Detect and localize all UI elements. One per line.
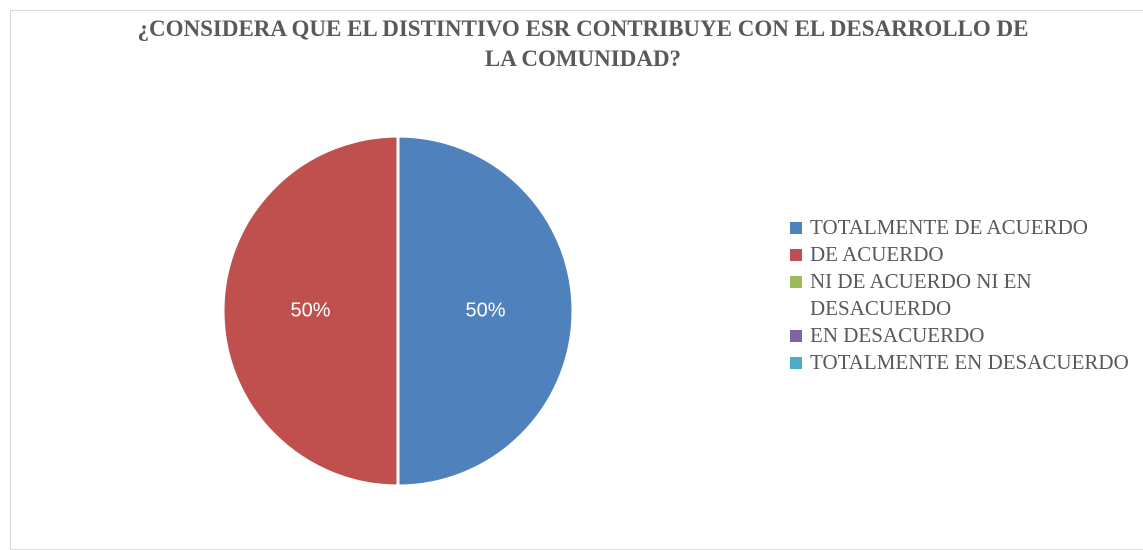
legend-swatch — [790, 222, 802, 234]
pie-slice — [221, 134, 400, 488]
legend-swatch — [790, 276, 802, 288]
legend-swatch — [790, 357, 802, 369]
legend-item: DE ACUERDO — [790, 241, 1132, 268]
data-label: 50% — [465, 299, 505, 321]
legend-label: DE ACUERDO — [810, 242, 944, 266]
legend-label: EN DESACUERDO — [810, 323, 985, 347]
chart: ¿CONSIDERA QUE EL DISTINTIVO ESR CONTRIB… — [10, 10, 1143, 550]
data-label: 50% — [290, 299, 330, 321]
legend-item: TOTALMENTE EN DESACUERDO — [790, 349, 1132, 376]
pie-area: 50% 50% — [221, 134, 575, 488]
legend-item: NI DE ACUERDO NI EN DESACUERDO — [790, 268, 1132, 322]
legend-item: TOTALMENTE DE ACUERDO — [790, 214, 1132, 241]
legend-label: TOTALMENTE EN DESACUERDO — [810, 350, 1129, 374]
legend-item: EN DESACUERDO — [790, 322, 1132, 349]
pie-slice — [396, 134, 575, 488]
legend-label: NI DE ACUERDO NI EN DESACUERDO — [810, 269, 1032, 320]
legend: TOTALMENTE DE ACUERDO DE ACUERDO NI DE ACU… — [790, 214, 1130, 376]
chart-title: ¿CONSIDERA QUE EL DISTINTIVO ESR CONTRIB… — [137, 16, 1029, 71]
legend-swatch — [790, 330, 802, 342]
legend-swatch — [790, 249, 802, 261]
legend-label: TOTALMENTE DE ACUERDO — [810, 215, 1088, 239]
